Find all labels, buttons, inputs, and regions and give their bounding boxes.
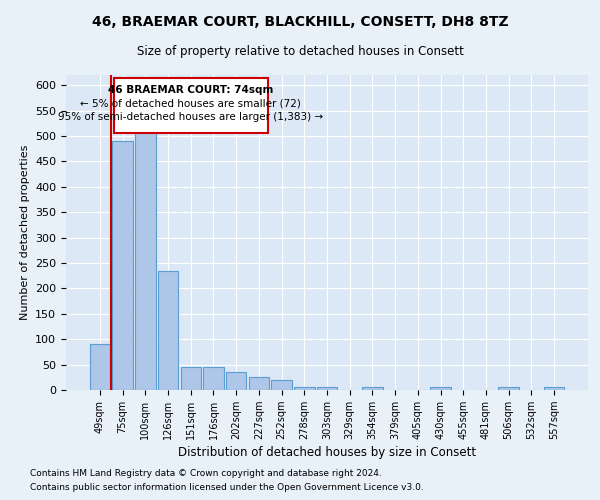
- Bar: [135, 96, 155, 390]
- Text: 46, BRAEMAR COURT, BLACKHILL, CONSETT, DH8 8TZ: 46, BRAEMAR COURT, BLACKHILL, CONSETT, D…: [92, 15, 508, 29]
- Bar: [499, 388, 519, 390]
- Y-axis label: Number of detached properties: Number of detached properties: [20, 145, 29, 320]
- Text: Contains public sector information licensed under the Open Government Licence v3: Contains public sector information licen…: [30, 484, 424, 492]
- Bar: [112, 141, 133, 390]
- Bar: [203, 367, 224, 390]
- Text: Size of property relative to detached houses in Consett: Size of property relative to detached ho…: [137, 45, 463, 58]
- X-axis label: Distribution of detached houses by size in Consett: Distribution of detached houses by size …: [178, 446, 476, 459]
- Text: Contains HM Land Registry data © Crown copyright and database right 2024.: Contains HM Land Registry data © Crown c…: [30, 468, 382, 477]
- Bar: [271, 380, 292, 390]
- Bar: [226, 372, 247, 390]
- Bar: [90, 344, 110, 390]
- Bar: [294, 388, 314, 390]
- Bar: [158, 270, 178, 390]
- Bar: [544, 388, 564, 390]
- Bar: [181, 367, 201, 390]
- Bar: [317, 388, 337, 390]
- Bar: [362, 388, 383, 390]
- Bar: [248, 378, 269, 390]
- Text: ← 5% of detached houses are smaller (72): ← 5% of detached houses are smaller (72): [80, 99, 301, 109]
- Bar: [430, 388, 451, 390]
- FancyBboxPatch shape: [113, 78, 268, 134]
- Text: 46 BRAEMAR COURT: 74sqm: 46 BRAEMAR COURT: 74sqm: [108, 85, 274, 95]
- Text: 95% of semi-detached houses are larger (1,383) →: 95% of semi-detached houses are larger (…: [58, 112, 323, 122]
